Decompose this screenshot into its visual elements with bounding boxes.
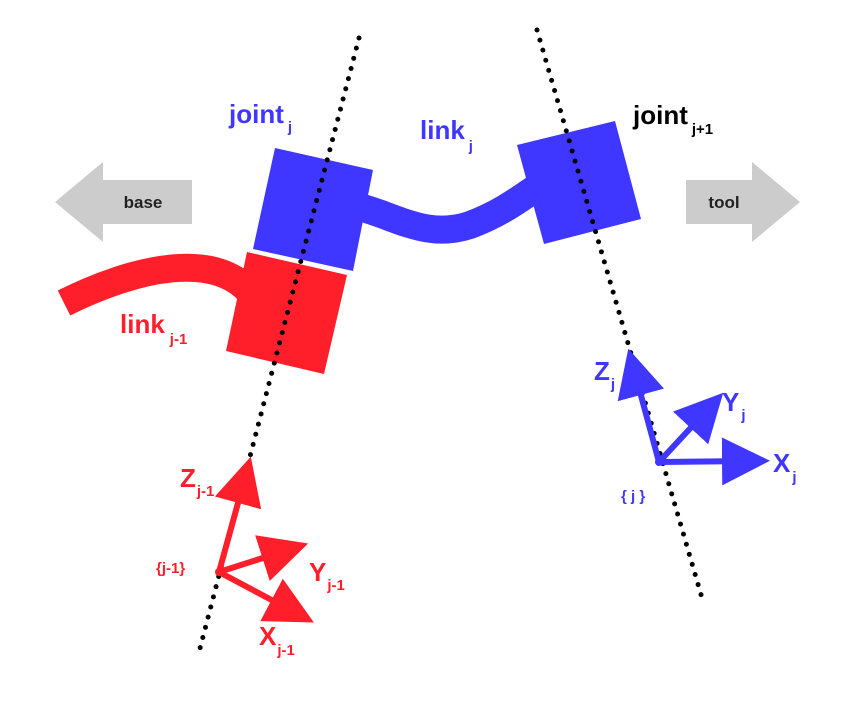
joint-j-label: joint j [228,99,292,136]
frame-jm1-y-main: Y [309,557,326,587]
link-j-main: link [420,115,465,145]
link-jm1-main: link [120,309,165,339]
frame-j-origin-label: { j } [621,488,645,505]
frame-jm1-z-sub: j-1 [196,483,215,500]
joint-j1-main: joint [632,100,688,130]
frame-jm1-z-axis [214,456,262,573]
frame-j-y-axis [656,392,724,465]
frame-j [617,348,770,486]
joint-j1-label: joint j+1 [632,100,713,138]
link-j-bar [348,162,564,244]
frame-j-z-axis [617,348,665,463]
frame-jm1-z-main: Z [180,463,196,493]
frame-jm1-x-label: Xj-1 [259,621,295,659]
joint-j-main: joint [228,99,284,129]
link-jm1-sub: j-1 [169,331,188,348]
frame-jm1-y-label: Yj-1 [309,557,345,594]
frame-jm1 [214,456,314,623]
link-jm1-bar [57,253,268,316]
tool-arrow: tool [686,162,800,242]
frame-j-x-sub: j [791,469,796,486]
frame-jm1-y-sub: j-1 [326,577,345,594]
frame-j-z-main: Z [594,356,610,386]
link-j-label: linkj [420,115,473,155]
frame-j-y-main: Y [722,387,739,417]
frame-j-y-sub: j [740,407,745,424]
joint-j-sub: j [287,119,292,136]
link-jm1-label: linkj-1 [120,309,187,348]
frame-j-z-sub: j [610,376,615,393]
link-j-sub: j [468,138,473,155]
joint-j-axis [195,35,362,659]
frame-jm1-origin-label: {j-1} [156,560,185,577]
joint-j1-sub: j+1 [691,121,713,138]
base-label: base [124,193,163,212]
frame-jm1-x-axis [217,569,314,623]
frame-jm1-x-sub: j-1 [276,642,295,659]
joint-j1-axis [534,27,705,601]
frame-j-x-main: X [773,448,791,478]
frame-j-x-axis [658,437,770,486]
frame-jm1-z-label: Zj-1 [180,463,214,500]
base-arrow: base [55,162,192,242]
frame-jm1-x-main: X [259,621,277,651]
tool-label: tool [708,193,739,212]
frame-jm1-y-axis [218,535,309,581]
frame-j-z-label: Zj [594,356,615,393]
